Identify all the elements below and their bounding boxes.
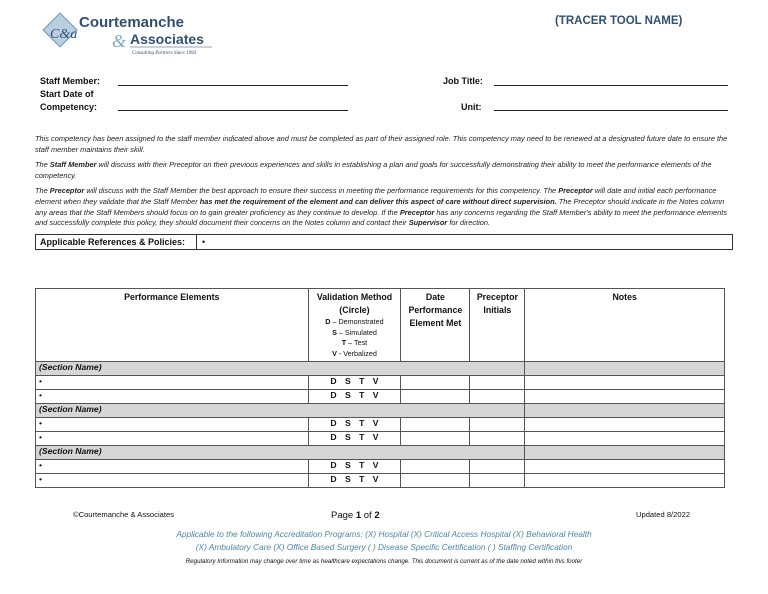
element-cell[interactable]: • xyxy=(35,389,309,404)
section-name: (Section Name) xyxy=(34,445,526,460)
table-row: • D S T V xyxy=(35,459,725,474)
table-row: • D S T V xyxy=(35,375,725,390)
legend-item: D – Demonstrated xyxy=(325,317,384,326)
table-row: • D S T V xyxy=(35,389,725,404)
section-notes xyxy=(524,403,725,418)
job-title-field[interactable] xyxy=(494,85,728,86)
initials-cell[interactable] xyxy=(469,459,526,474)
date-cell[interactable] xyxy=(400,389,471,404)
start-date-field[interactable] xyxy=(118,110,348,111)
notes-cell[interactable] xyxy=(524,389,725,404)
performance-table: Performance Elements Validation Method (C… xyxy=(34,288,725,488)
validation-method-cell[interactable]: D S T V xyxy=(307,417,402,432)
staff-member-paragraph: The Staff Member will discuss with their… xyxy=(35,160,712,180)
table-row: • D S T V xyxy=(35,417,725,432)
notes-cell[interactable] xyxy=(524,417,725,432)
tracer-tool-title: (TRACER TOOL NAME) xyxy=(555,15,683,27)
date-cell[interactable] xyxy=(400,473,471,488)
validation-method-cell[interactable]: D S T V xyxy=(307,473,402,488)
header-performance-elements: Performance Elements xyxy=(35,288,309,362)
table-row: • D S T V xyxy=(35,431,725,446)
accreditation-line-1: Applicable to the following Accreditatio… xyxy=(176,529,592,539)
section-notes xyxy=(524,445,725,460)
section-row: (Section Name) xyxy=(34,445,725,460)
page-number: Page 1 of 2 xyxy=(331,510,380,521)
references-value[interactable]: • xyxy=(202,236,206,247)
legend-item: V - Verbalized xyxy=(332,348,377,358)
section-name: (Section Name) xyxy=(34,403,526,418)
header-validation-method: Validation Method (Circle) D – Demonstrat… xyxy=(307,288,402,362)
element-cell[interactable]: • xyxy=(35,431,309,446)
initials-cell[interactable] xyxy=(469,431,526,446)
section-notes xyxy=(524,361,725,376)
svg-text:Consulting Partners Since 1994: Consulting Partners Since 1994 xyxy=(132,51,197,56)
date-cell[interactable] xyxy=(400,417,471,432)
table-row: • D S T V xyxy=(35,473,725,488)
legend-item: S – Simulated xyxy=(332,327,377,337)
notes-cell[interactable] xyxy=(524,431,725,446)
staff-member-label: Staff Member: xyxy=(40,76,101,86)
notes-cell[interactable] xyxy=(524,375,725,390)
notes-cell[interactable] xyxy=(524,473,725,488)
header-preceptor-initials: Preceptor Initials xyxy=(469,288,526,362)
start-date-label: Start Date of xyxy=(40,89,94,99)
initials-cell[interactable] xyxy=(469,389,526,404)
unit-field[interactable] xyxy=(494,110,728,111)
svg-text:&: & xyxy=(112,31,126,51)
staff-member-field[interactable] xyxy=(118,85,348,86)
validation-method-cell[interactable]: D S T V xyxy=(307,375,402,390)
intro-paragraph: This competency has been assigned to the… xyxy=(35,134,728,154)
references-label: Applicable References & Policies: xyxy=(36,234,197,249)
element-cell[interactable]: • xyxy=(35,417,309,432)
section-name: (Section Name) xyxy=(34,361,526,376)
preceptor-paragraph: The Preceptor will discuss with the Staf… xyxy=(35,186,728,228)
instructions-section: This competency has been assigned to the… xyxy=(35,134,735,250)
job-title-label: Job Title: xyxy=(443,76,483,86)
header-notes: Notes xyxy=(524,288,725,362)
company-logo: C&a Courtemanche & Associates Consulting… xyxy=(42,12,232,56)
element-cell[interactable]: • xyxy=(35,473,309,488)
element-cell[interactable]: • xyxy=(35,459,309,474)
section-row: (Section Name) xyxy=(34,361,725,376)
date-cell[interactable] xyxy=(400,375,471,390)
header-date-met: Date Performance Element Met xyxy=(400,288,471,362)
accreditation-line-2: (X) Ambulatory Care (X) Office Based Sur… xyxy=(195,542,573,552)
unit-label: Unit: xyxy=(461,102,482,112)
footer-disclaimer: Regulatory Information may change over t… xyxy=(185,558,583,565)
initials-cell[interactable] xyxy=(469,417,526,432)
svg-text:Associates: Associates xyxy=(130,31,204,47)
footer-updated: Updated 8/2022 xyxy=(636,510,691,519)
validation-method-cell[interactable]: D S T V xyxy=(307,431,402,446)
svg-text:Courtemanche: Courtemanche xyxy=(79,14,184,31)
notes-cell[interactable] xyxy=(524,459,725,474)
legend-item: T – Test xyxy=(341,338,368,347)
validation-method-cell[interactable]: D S T V xyxy=(307,389,402,404)
section-row: (Section Name) xyxy=(34,403,725,418)
validation-method-cell[interactable]: D S T V xyxy=(307,459,402,474)
date-cell[interactable] xyxy=(400,459,471,474)
svg-text:C&a: C&a xyxy=(50,27,77,42)
initials-cell[interactable] xyxy=(469,473,526,488)
element-cell[interactable]: • xyxy=(35,375,309,390)
initials-cell[interactable] xyxy=(469,375,526,390)
footer-copyright: ©Courtemanche & Associates xyxy=(73,510,174,519)
competency-label: Competency: xyxy=(40,102,98,112)
references-box: Applicable References & Policies: • xyxy=(35,233,733,250)
date-cell[interactable] xyxy=(400,431,471,446)
